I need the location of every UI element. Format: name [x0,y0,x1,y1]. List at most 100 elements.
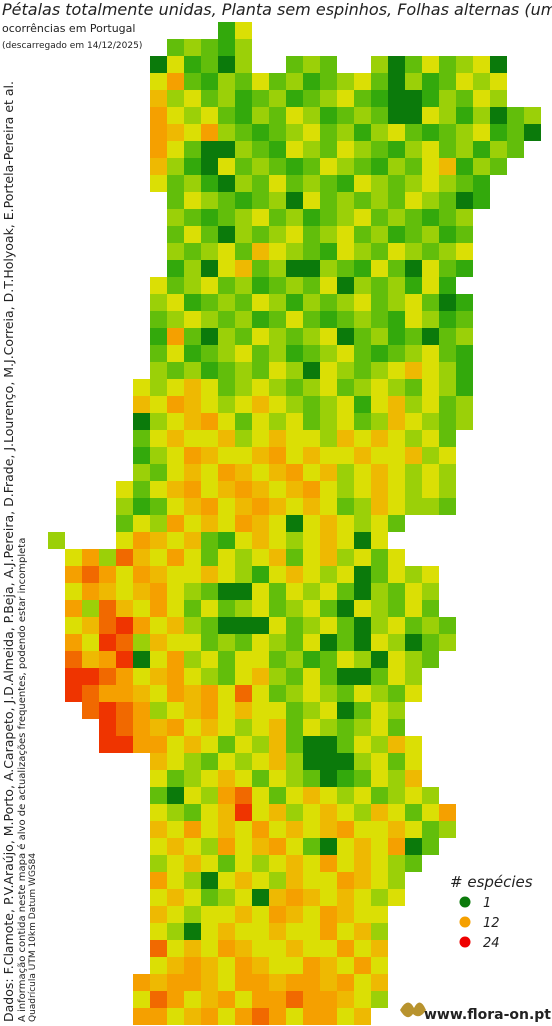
grid-cell [320,498,337,515]
grid-cell [303,73,320,90]
grid-cell [405,345,422,362]
grid-cell [150,736,167,753]
grid-cell [371,566,388,583]
grid-cell [337,804,354,821]
grid-cell [286,651,303,668]
grid-cell [371,175,388,192]
grid-cell [303,464,320,481]
website: www.flora-on.pt [424,1007,551,1023]
grid-cell [150,107,167,124]
grid-cell [150,413,167,430]
grid-cell [320,124,337,141]
grid-cell [303,583,320,600]
grid-cell [218,209,235,226]
grid-cell [354,719,371,736]
grid-cell [286,583,303,600]
grid-cell [303,872,320,889]
grid-cell [252,566,269,583]
grid-cell [371,634,388,651]
grid-cell [405,838,422,855]
grid-cell [252,719,269,736]
grid-cell [269,685,286,702]
grid-cell [320,974,337,991]
grid-cell [286,770,303,787]
grid-cell [354,906,371,923]
grid-cell [337,634,354,651]
grid-cell [320,175,337,192]
grid-cell [439,804,456,821]
grid-cell [150,974,167,991]
grid-cell [320,515,337,532]
grid-cell [371,311,388,328]
grid-cell [218,345,235,362]
grid-cell [388,107,405,124]
grid-cell [133,464,150,481]
grid-cell [167,413,184,430]
grid-cell [167,464,184,481]
grid-cell [422,294,439,311]
grid-cell [371,719,388,736]
grid-cell [320,617,337,634]
grid-cell [269,804,286,821]
grid-cell [371,192,388,209]
grid-cell [252,328,269,345]
download-date: (descarregado em 14/12/2025) [2,41,142,51]
grid-cell [388,209,405,226]
grid-cell [116,668,133,685]
grid-cell [371,73,388,90]
grid-cell [269,345,286,362]
grid-cell [235,940,252,957]
grid-cell [150,175,167,192]
grid-cell [218,923,235,940]
grid-cell [354,243,371,260]
grid-cell [303,345,320,362]
grid-cell [320,1008,337,1025]
grid-cell [303,396,320,413]
grid-cell [201,838,218,855]
grid-cell [439,379,456,396]
grid-cell [354,226,371,243]
grid-cell [184,617,201,634]
grid-cell [388,396,405,413]
grid-cell [201,685,218,702]
grid-cell [473,175,490,192]
grid-cell [456,328,473,345]
grid-cell [337,277,354,294]
grid-cell [354,889,371,906]
grid-cell [405,243,422,260]
grid-cell [422,277,439,294]
grid-cell [405,362,422,379]
grid-cell [388,481,405,498]
grid-cell [422,583,439,600]
grid-cell [235,243,252,260]
grid-cell [286,209,303,226]
grid-cell [303,634,320,651]
grid-cell [388,141,405,158]
grid-cell [252,396,269,413]
grid-cell [133,447,150,464]
grid-cell [167,838,184,855]
grid-cell [337,362,354,379]
grid-cell [201,277,218,294]
grid-cell [490,141,507,158]
grid-cell [473,124,490,141]
grid-cell [184,328,201,345]
grid-cell [167,770,184,787]
grid-cell [150,362,167,379]
grid-cell [201,770,218,787]
grid-cell [439,498,456,515]
grid-cell [354,872,371,889]
grid-cell [82,566,99,583]
grid-cell [235,107,252,124]
grid-cell [371,447,388,464]
grid-cell [354,549,371,566]
grid-cell [354,379,371,396]
grid-cell [388,872,405,889]
grid-cell [150,957,167,974]
grid-cell [286,549,303,566]
grid-cell [269,90,286,107]
grid-cell [235,328,252,345]
grid-cell [218,328,235,345]
grid-cell [286,906,303,923]
grid-cell [65,600,82,617]
